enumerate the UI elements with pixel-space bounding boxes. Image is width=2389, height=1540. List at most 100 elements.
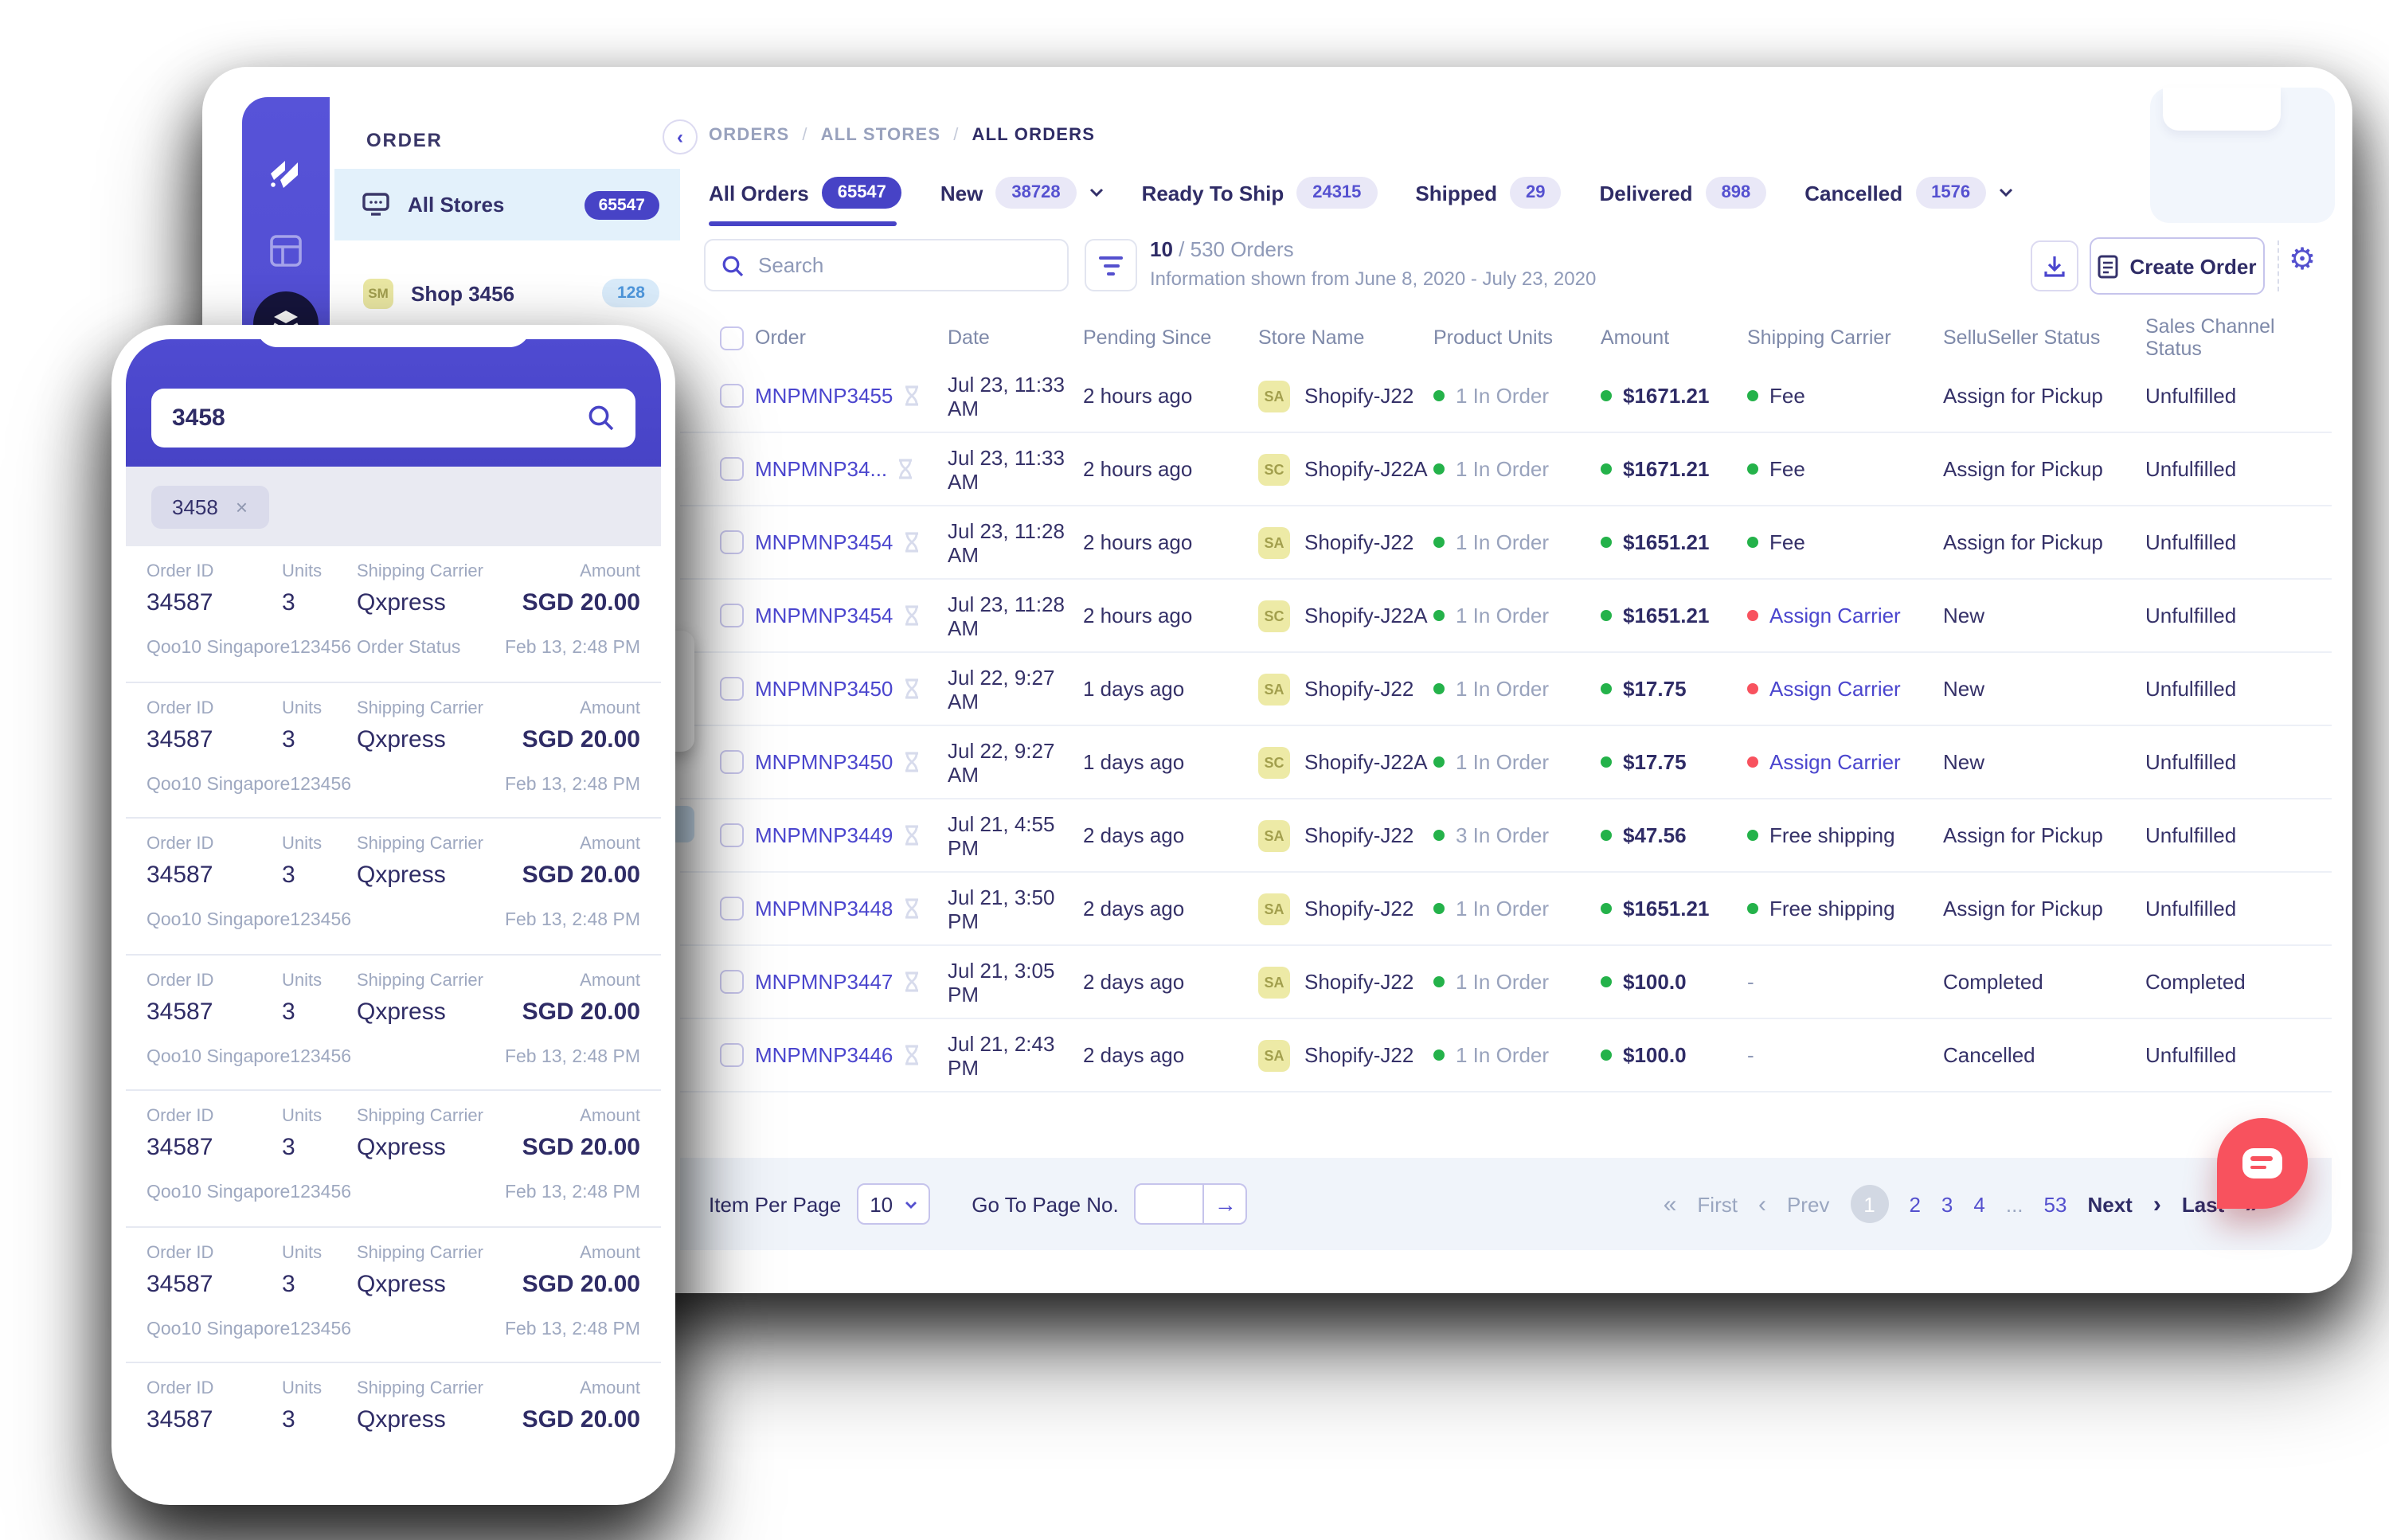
page-number-button[interactable]: 4 xyxy=(1973,1192,1985,1216)
chat-widget-button[interactable] xyxy=(2217,1118,2308,1209)
order-id-link[interactable]: MNPMNP34... xyxy=(755,457,888,481)
phone-order-card[interactable]: Order ID Units Shipping Carrier Amount 3… xyxy=(126,1091,661,1227)
table-row[interactable]: MNPMNP3446 Jul 21, 2:43 PM 2 days ago SA… xyxy=(680,1019,2332,1092)
row-checkbox[interactable] xyxy=(720,1043,744,1067)
row-checkbox[interactable] xyxy=(720,384,744,408)
order-date: Jul 22, 9:27 AM xyxy=(948,738,1055,786)
column-header: Order xyxy=(755,326,806,349)
filter-button[interactable] xyxy=(1085,239,1137,291)
selluseller-status: Assign for Pickup xyxy=(1943,530,2103,554)
next-page-icon[interactable]: › xyxy=(2152,1190,2161,1218)
tab-count-badge: 38728 xyxy=(995,177,1077,209)
order-status-tab[interactable]: Delivered 898 xyxy=(1599,177,1767,209)
pending-since: 2 hours ago xyxy=(1083,530,1193,554)
pending-since: 2 days ago xyxy=(1083,823,1185,847)
shipping-carrier[interactable]: Assign Carrier xyxy=(1769,604,1901,627)
sidebar-item-label: Shop 3456 xyxy=(411,281,515,305)
next-page-button[interactable]: Next xyxy=(2087,1192,2133,1216)
close-icon[interactable]: × xyxy=(235,494,248,518)
page-number-button[interactable]: 3 xyxy=(1941,1192,1953,1216)
order-id-link[interactable]: MNPMNP3447 xyxy=(755,970,893,994)
prev-page-icon[interactable]: ‹ xyxy=(1758,1190,1766,1218)
phone-search-input[interactable]: 3458 xyxy=(151,389,635,448)
breadcrumb-item: ALL ORDERS xyxy=(972,126,1096,145)
order-id-link[interactable]: MNPMNP3454 xyxy=(755,530,893,554)
shipping-carrier[interactable]: Assign Carrier xyxy=(1769,750,1901,774)
goto-page-button[interactable]: → xyxy=(1204,1183,1248,1225)
store-initials-badge: SC xyxy=(1258,453,1290,485)
order-id-link[interactable]: MNPMNP3455 xyxy=(755,384,893,408)
order-id-link[interactable]: MNPMNP3449 xyxy=(755,823,893,847)
settings-gear-icon[interactable]: ⚙ xyxy=(2289,242,2317,277)
table-row[interactable]: MNPMNP3450 Jul 22, 9:27 AM 1 days ago SC… xyxy=(680,726,2332,799)
order-status-tab[interactable]: Shipped 29 xyxy=(1415,177,1562,209)
row-checkbox[interactable] xyxy=(720,897,744,920)
page-number-button[interactable]: 53 xyxy=(2043,1192,2067,1216)
order-id-link[interactable]: MNPMNP3446 xyxy=(755,1043,893,1067)
search-term-chip[interactable]: 3458 × xyxy=(151,485,269,528)
items-per-page-select[interactable]: 10 xyxy=(857,1183,931,1225)
search-icon[interactable] xyxy=(588,405,615,432)
download-button[interactable] xyxy=(2031,240,2078,291)
table-row[interactable]: MNPMNP3454 Jul 23, 11:28 AM 2 hours ago … xyxy=(680,580,2332,653)
row-checkbox[interactable] xyxy=(720,530,744,554)
monitor-icon xyxy=(362,191,390,218)
table-row[interactable]: MNPMNP3447 Jul 21, 3:05 PM 2 days ago SA… xyxy=(680,946,2332,1019)
table-row[interactable]: MNPMNP3455 Jul 23, 11:33 AM 2 hours ago … xyxy=(680,360,2332,433)
phone-order-card[interactable]: Order ID Units Shipping Carrier Amount 3… xyxy=(126,1227,661,1363)
shipping-carrier[interactable]: Assign Carrier xyxy=(1769,677,1901,701)
order-status-tab[interactable]: All Orders 65547 xyxy=(709,177,902,209)
order-id-link[interactable]: MNPMNP3450 xyxy=(755,750,893,774)
first-page-button[interactable]: First xyxy=(1697,1192,1738,1216)
order-id-link[interactable]: MNPMNP3448 xyxy=(755,897,893,920)
row-checkbox[interactable] xyxy=(720,750,744,774)
top-right-tab xyxy=(2163,88,2281,131)
selluseller-logo-icon[interactable] xyxy=(242,154,330,197)
phone-order-card[interactable]: Order ID Units Shipping Carrier Amount 3… xyxy=(126,955,661,1091)
row-checkbox[interactable] xyxy=(720,604,744,627)
phone-order-card[interactable]: Order ID Units Shipping Carrier Amount 3… xyxy=(126,682,661,819)
phone-order-card[interactable]: Order ID Units Shipping Carrier Amount 3… xyxy=(126,546,661,682)
table-row[interactable]: MNPMNP3449 Jul 21, 4:55 PM 2 days ago SA… xyxy=(680,799,2332,873)
amount-label: Amount xyxy=(580,1107,640,1126)
breadcrumb-item[interactable]: ORDERS xyxy=(709,126,790,145)
shipping-carrier: - xyxy=(1747,1043,1754,1067)
order-status-tab[interactable]: Ready To Ship 24315 xyxy=(1142,177,1378,209)
table-row[interactable]: MNPMNP34... Jul 23, 11:33 AM 2 hours ago… xyxy=(680,433,2332,506)
order-time: Feb 13, 2:48 PM xyxy=(504,911,640,930)
phone-order-card[interactable]: Order ID Units Shipping Carrier Amount 3… xyxy=(126,1363,661,1491)
current-page-indicator[interactable]: 1 xyxy=(1850,1185,1889,1223)
sidebar-item-shop-3456[interactable]: SM Shop 3456 128 xyxy=(334,260,680,326)
table-row[interactable]: MNPMNP3448 Jul 21, 3:50 PM 2 days ago SA… xyxy=(680,873,2332,946)
store-name: Shopify-J22 xyxy=(1304,1043,1414,1067)
goto-page-input[interactable] xyxy=(1134,1183,1205,1225)
row-checkbox[interactable] xyxy=(720,457,744,481)
first-page-icon[interactable]: « xyxy=(1663,1190,1677,1218)
order-status-tab[interactable]: New 38728 xyxy=(940,177,1104,209)
prev-page-button[interactable]: Prev xyxy=(1786,1192,1830,1216)
store-name: Shopify-J22 xyxy=(1304,677,1414,701)
carrier-status-dot xyxy=(1747,463,1758,475)
order-id-link[interactable]: MNPMNP3454 xyxy=(755,604,893,627)
dashboard-icon[interactable] xyxy=(242,234,330,268)
breadcrumb-item[interactable]: ALL STORES xyxy=(820,126,941,145)
page-number-button[interactable]: 2 xyxy=(1909,1192,1921,1216)
select-all-checkbox[interactable] xyxy=(720,326,744,350)
amount-status-dot xyxy=(1601,610,1612,621)
order-id-link[interactable]: MNPMNP3450 xyxy=(755,677,893,701)
sidebar-collapse-button[interactable]: ‹ xyxy=(663,119,698,154)
phone-order-card[interactable]: Order ID Units Shipping Carrier Amount 3… xyxy=(126,819,661,955)
order-status-tab[interactable]: Cancelled 1576 xyxy=(1804,177,2013,209)
search-input[interactable]: Search xyxy=(704,239,1069,291)
store-name: Shopify-J22 xyxy=(1304,384,1414,408)
sidebar-item-all-stores[interactable]: All Stores 65547 xyxy=(334,169,680,240)
table-row[interactable]: MNPMNP3450 Jul 22, 9:27 AM 1 days ago SA… xyxy=(680,653,2332,726)
sales-channel-status: Completed xyxy=(2145,970,2246,994)
table-row[interactable]: MNPMNP3454 Jul 23, 11:28 AM 2 hours ago … xyxy=(680,506,2332,580)
row-checkbox[interactable] xyxy=(720,970,744,994)
row-checkbox[interactable] xyxy=(720,823,744,847)
amount-label: Amount xyxy=(580,834,640,854)
row-checkbox[interactable] xyxy=(720,677,744,701)
create-order-button[interactable]: Create Order xyxy=(2090,237,2265,295)
